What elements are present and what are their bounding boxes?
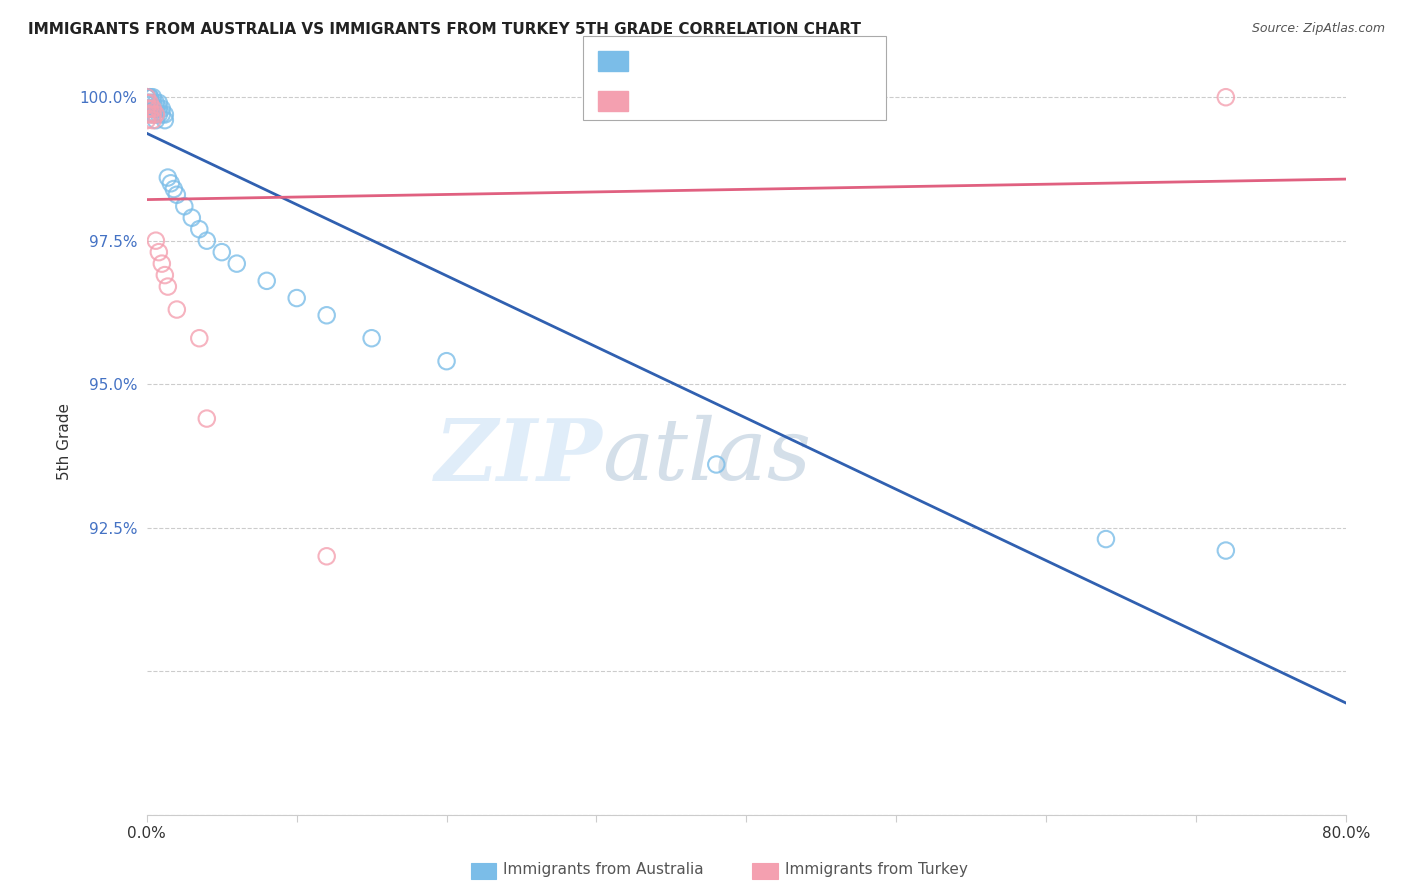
Text: ZIP: ZIP xyxy=(434,415,602,499)
Text: Source: ZipAtlas.com: Source: ZipAtlas.com xyxy=(1251,22,1385,36)
Text: R = 0.287   N = 22: R = 0.287 N = 22 xyxy=(637,90,794,108)
Point xyxy=(145,107,167,121)
Text: Immigrants from Turkey: Immigrants from Turkey xyxy=(785,863,967,877)
Point xyxy=(315,308,337,322)
Point xyxy=(135,107,157,121)
Point xyxy=(145,234,167,248)
Point xyxy=(139,102,162,116)
Point xyxy=(159,176,181,190)
Point xyxy=(139,95,162,110)
Point xyxy=(150,257,173,271)
Point xyxy=(135,102,157,116)
Point xyxy=(139,102,162,116)
Point xyxy=(156,279,179,293)
Y-axis label: 5th Grade: 5th Grade xyxy=(58,403,72,480)
Text: R = 0.198   N = 68: R = 0.198 N = 68 xyxy=(637,51,794,69)
Point xyxy=(188,331,211,345)
Point xyxy=(139,95,162,110)
Point xyxy=(142,102,165,116)
Point xyxy=(135,90,157,104)
Point xyxy=(166,187,188,202)
Point xyxy=(135,95,157,110)
Text: atlas: atlas xyxy=(602,415,811,498)
Point xyxy=(1215,90,1237,104)
Point xyxy=(135,90,157,104)
Point xyxy=(1215,543,1237,558)
Point xyxy=(145,102,167,116)
Point xyxy=(142,107,165,121)
Point xyxy=(148,245,170,260)
Point xyxy=(195,411,218,425)
Point xyxy=(139,90,162,104)
Point xyxy=(135,90,157,104)
Point xyxy=(135,90,157,104)
Point xyxy=(150,107,173,121)
Point xyxy=(163,182,186,196)
Point xyxy=(142,102,165,116)
Point xyxy=(1095,532,1118,546)
Point xyxy=(153,113,176,128)
Point xyxy=(142,113,165,128)
Point xyxy=(135,95,157,110)
Point xyxy=(135,113,157,128)
Point xyxy=(142,107,165,121)
Point xyxy=(135,90,157,104)
Point xyxy=(153,107,176,121)
Text: Immigrants from Australia: Immigrants from Australia xyxy=(503,863,704,877)
Point xyxy=(704,458,727,472)
Point xyxy=(180,211,202,225)
Point xyxy=(225,257,247,271)
Point xyxy=(135,95,157,110)
Point xyxy=(135,90,157,104)
Point xyxy=(436,354,458,368)
Point xyxy=(139,107,162,121)
Point xyxy=(142,102,165,116)
Point xyxy=(188,222,211,236)
Point xyxy=(139,90,162,104)
Point xyxy=(135,102,157,116)
Point xyxy=(142,95,165,110)
Point xyxy=(211,245,233,260)
Point xyxy=(256,274,278,288)
Point xyxy=(148,102,170,116)
Point xyxy=(315,549,337,564)
Point xyxy=(150,102,173,116)
Point xyxy=(145,107,167,121)
Point xyxy=(135,90,157,104)
Point xyxy=(142,90,165,104)
Point xyxy=(148,95,170,110)
Point xyxy=(139,95,162,110)
Point xyxy=(156,170,179,185)
Point xyxy=(153,268,176,282)
Point xyxy=(145,113,167,128)
Point xyxy=(135,90,157,104)
Point xyxy=(285,291,308,305)
Point xyxy=(139,102,162,116)
Point xyxy=(195,234,218,248)
Point xyxy=(173,199,195,213)
Point xyxy=(145,95,167,110)
Point xyxy=(360,331,382,345)
Point xyxy=(148,107,170,121)
Point xyxy=(166,302,188,317)
Text: IMMIGRANTS FROM AUSTRALIA VS IMMIGRANTS FROM TURKEY 5TH GRADE CORRELATION CHART: IMMIGRANTS FROM AUSTRALIA VS IMMIGRANTS … xyxy=(28,22,860,37)
